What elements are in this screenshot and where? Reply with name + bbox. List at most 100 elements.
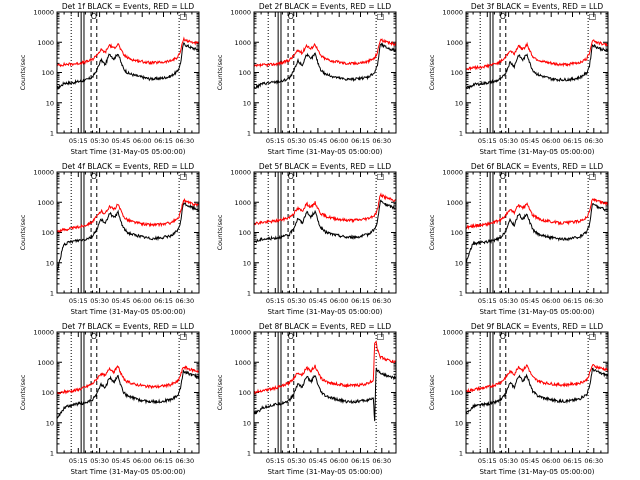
plot-frame: [465, 11, 609, 134]
x-tick-label: 06:00: [133, 137, 152, 145]
x-tick-label: 06:15: [154, 457, 173, 465]
series-events-line: [465, 203, 609, 264]
y-tick-label: 100: [239, 229, 251, 237]
series-events-line: [253, 42, 397, 89]
x-axis-label: Start Time (31-May-05 05:00:00): [267, 308, 382, 316]
x-tick-label: 05:15: [266, 297, 285, 305]
x-tick-label: 06:30: [175, 457, 194, 465]
marker-square-label: □: [589, 12, 597, 21]
x-tick-label: 06:30: [584, 297, 603, 305]
x-tick-label: 05:45: [521, 297, 540, 305]
panel-title: Det 6f BLACK = Events, RED = LLD: [471, 162, 604, 171]
series-events-line: [56, 201, 200, 273]
marker-square-label: □: [180, 332, 188, 341]
x-tick-label: 05:30: [499, 137, 518, 145]
series-lld-line: [56, 197, 200, 234]
x-tick-label: 05:30: [287, 297, 306, 305]
series-events-line: [253, 199, 397, 244]
y-tick-label: 1000: [446, 199, 463, 207]
marker-circle-label: O: [500, 332, 506, 341]
x-axis-label: Start Time (31-May-05 05:00:00): [479, 308, 594, 316]
marker-square-label: □: [377, 12, 385, 21]
y-tick-label: 1: [50, 290, 54, 298]
x-tick-label: 06:00: [330, 297, 349, 305]
series-lld-line: [253, 340, 397, 395]
x-tick-label: 06:30: [175, 297, 194, 305]
x-tick-label: 06:00: [133, 297, 152, 305]
chart-panel: Det 5f BLACK = Events, RED = LLD Counts/s…: [216, 162, 397, 316]
y-tick-label: 1000: [37, 359, 54, 367]
y-tick-label: 1: [247, 290, 251, 298]
x-tick-label: 06:15: [351, 297, 370, 305]
x-tick-label: 05:45: [112, 457, 131, 465]
series-events-line: [465, 367, 609, 416]
x-tick-label: 05:30: [287, 457, 306, 465]
y-tick-label: 10: [243, 419, 251, 427]
x-tick-label: 06:30: [175, 137, 194, 145]
x-tick-label: 05:30: [90, 137, 109, 145]
series-lld-line: [56, 364, 200, 395]
series-lld-line: [253, 192, 397, 226]
y-tick-label: 100: [239, 389, 251, 397]
x-tick-label: 06:00: [542, 137, 561, 145]
marker-square-label: □: [180, 12, 188, 21]
x-tick-label: 06:30: [372, 137, 391, 145]
y-tick-label: 1: [50, 450, 54, 458]
x-tick-label: 05:15: [266, 457, 285, 465]
y-tick-label: 10: [46, 259, 54, 267]
plot-frame: [253, 171, 397, 294]
y-tick-label: 10: [455, 99, 463, 107]
chart-panel: Det 9f BLACK = Events, RED = LLD Counts/s…: [428, 322, 609, 476]
y-tick-label: 100: [42, 69, 54, 77]
plot-frame: [56, 171, 200, 294]
panel-title: Det 5f BLACK = Events, RED = LLD: [259, 162, 392, 171]
x-tick-label: 05:45: [309, 137, 328, 145]
x-tick-label: 05:15: [478, 297, 497, 305]
x-axis-label: Start Time (31-May-05 05:00:00): [267, 148, 382, 156]
x-tick-label: 06:30: [372, 297, 391, 305]
y-tick-label: 1: [459, 450, 463, 458]
y-tick-label: 10: [243, 259, 251, 267]
x-tick-label: 06:15: [351, 137, 370, 145]
chart-panel: Det 8f BLACK = Events, RED = LLD Counts/s…: [216, 322, 397, 476]
chart-panel: Det 7f BLACK = Events, RED = LLD Counts/s…: [19, 322, 200, 476]
y-tick-label: 1000: [234, 199, 251, 207]
x-tick-label: 05:15: [69, 457, 88, 465]
y-axis-label: Counts/sec: [216, 214, 224, 250]
x-tick-label: 06:15: [563, 137, 582, 145]
y-tick-label: 1: [50, 130, 54, 138]
marker-square-label: □: [589, 172, 597, 181]
x-tick-label: 06:30: [584, 457, 603, 465]
y-axis-label: Counts/sec: [19, 374, 27, 410]
series-events-line: [56, 41, 200, 91]
x-tick-label: 05:15: [478, 137, 497, 145]
y-tick-label: 1000: [37, 199, 54, 207]
marker-circle-label: O: [500, 12, 506, 21]
chart-panel: Det 2f BLACK = Events, RED = LLD Counts/s…: [216, 2, 397, 156]
marker-square-label: □: [180, 172, 188, 181]
y-tick-label: 1: [247, 130, 251, 138]
series-lld-line: [56, 36, 200, 68]
x-tick-label: 06:00: [330, 457, 349, 465]
y-tick-label: 100: [451, 69, 463, 77]
y-tick-label: 10000: [442, 9, 463, 17]
panel-title: Det 9f BLACK = Events, RED = LLD: [471, 322, 604, 331]
y-tick-label: 100: [42, 389, 54, 397]
x-tick-label: 05:30: [90, 297, 109, 305]
y-tick-label: 10000: [33, 9, 54, 17]
x-axis-label: Start Time (31-May-05 05:00:00): [70, 148, 185, 156]
series-lld-line: [465, 39, 609, 71]
y-axis-label: Counts/sec: [19, 214, 27, 250]
x-tick-label: 06:00: [542, 457, 561, 465]
y-tick-label: 10: [455, 419, 463, 427]
panel-title: Det 3f BLACK = Events, RED = LLD: [471, 2, 604, 11]
panel-title: Det 1f BLACK = Events, RED = LLD: [62, 2, 195, 11]
y-axis-label: Counts/sec: [428, 54, 436, 90]
y-axis-label: Counts/sec: [428, 374, 436, 410]
marker-circle-label: O: [288, 12, 294, 21]
panel-title: Det 7f BLACK = Events, RED = LLD: [62, 322, 195, 331]
x-tick-label: 05:45: [521, 137, 540, 145]
x-tick-label: 05:45: [309, 457, 328, 465]
marker-square-label: □: [377, 172, 385, 181]
